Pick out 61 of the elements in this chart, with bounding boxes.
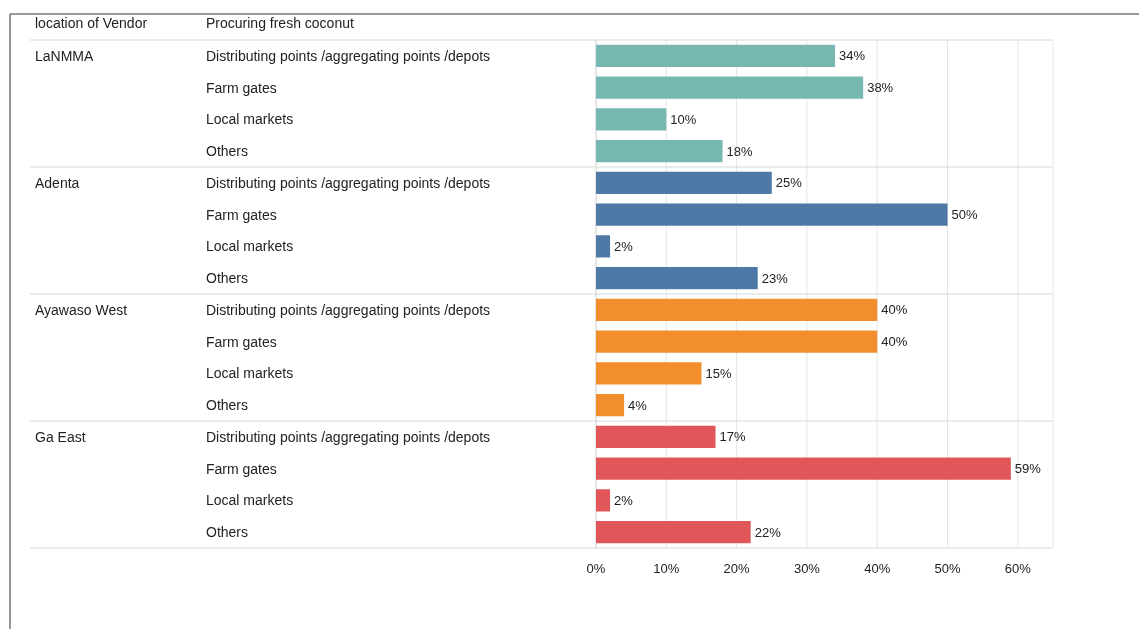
y-tick-label: Local markets — [206, 492, 294, 509]
y-tick-label: Distributing points /aggregating points /depots — [206, 47, 491, 64]
y-tick-label: Farm gates — [206, 333, 277, 350]
x-tick-label: 20% — [723, 560, 751, 576]
x-tick-label: 10% — [653, 560, 680, 576]
bar — [596, 171, 772, 194]
y-tick-label: Distributing points /aggregating points /depots — [206, 301, 491, 318]
data-label: 22% — [754, 524, 782, 540]
data-label: 2% — [614, 238, 634, 254]
y-axis-title: Procuring fresh coconut — [206, 15, 354, 31]
data-label: 4% — [628, 397, 648, 413]
y-tick-label: Local markets — [206, 238, 294, 255]
data-label: 40% — [881, 334, 908, 350]
data-label: 10% — [670, 111, 697, 127]
y-tick-label: Local markets — [206, 365, 294, 382]
data-label: 50% — [951, 207, 978, 223]
data-label: 25% — [775, 175, 803, 191]
bar — [596, 140, 723, 163]
legend-title: location of Vendor — [35, 15, 148, 31]
bar — [596, 362, 702, 385]
x-tick-label: 30% — [793, 560, 821, 576]
bar — [596, 44, 836, 67]
y-tick-label: Distributing points /aggregating points /depots — [206, 428, 491, 445]
y-tick-label: Others — [206, 524, 249, 541]
bar — [596, 108, 667, 131]
data-label: 2% — [614, 492, 634, 508]
y-tick-label: Others — [206, 270, 249, 287]
y-tick-label: Distributing points /aggregating points /depots — [206, 174, 491, 191]
y-tick-label: Farm gates — [206, 460, 277, 477]
bar — [596, 203, 948, 226]
bar — [596, 267, 758, 290]
y-tick-label: Others — [206, 397, 249, 414]
x-tick-label: 60% — [1004, 560, 1032, 576]
data-label: 34% — [839, 48, 866, 64]
text: Adenta — [35, 174, 80, 191]
bar — [596, 521, 751, 544]
data-label: 40% — [881, 302, 908, 318]
y-tick-label: Local markets — [206, 111, 294, 128]
y-tick-label: Others — [206, 143, 249, 160]
text: Ayawaso West — [35, 301, 128, 318]
bar — [596, 76, 864, 99]
data-label: 15% — [705, 365, 732, 381]
data-label: 18% — [726, 143, 754, 159]
y-tick-label: Farm gates — [206, 79, 277, 96]
bar — [596, 425, 716, 448]
y-tick-label: Farm gates — [206, 206, 277, 223]
x-tick-label: 40% — [864, 560, 891, 576]
bar — [596, 489, 611, 512]
data-label: 23% — [761, 270, 789, 286]
bar — [596, 394, 625, 417]
text: Ga East — [35, 428, 86, 445]
data-label: 17% — [719, 429, 746, 445]
x-tick-label: 50% — [934, 560, 961, 576]
data-label: 38% — [867, 80, 894, 96]
bar — [596, 298, 878, 321]
x-tick-label: 0% — [586, 560, 606, 576]
data-label: 59% — [1014, 461, 1042, 477]
text: LaNMMA — [35, 47, 95, 64]
bar — [596, 235, 611, 258]
bar — [596, 330, 878, 353]
bar — [596, 457, 1011, 480]
